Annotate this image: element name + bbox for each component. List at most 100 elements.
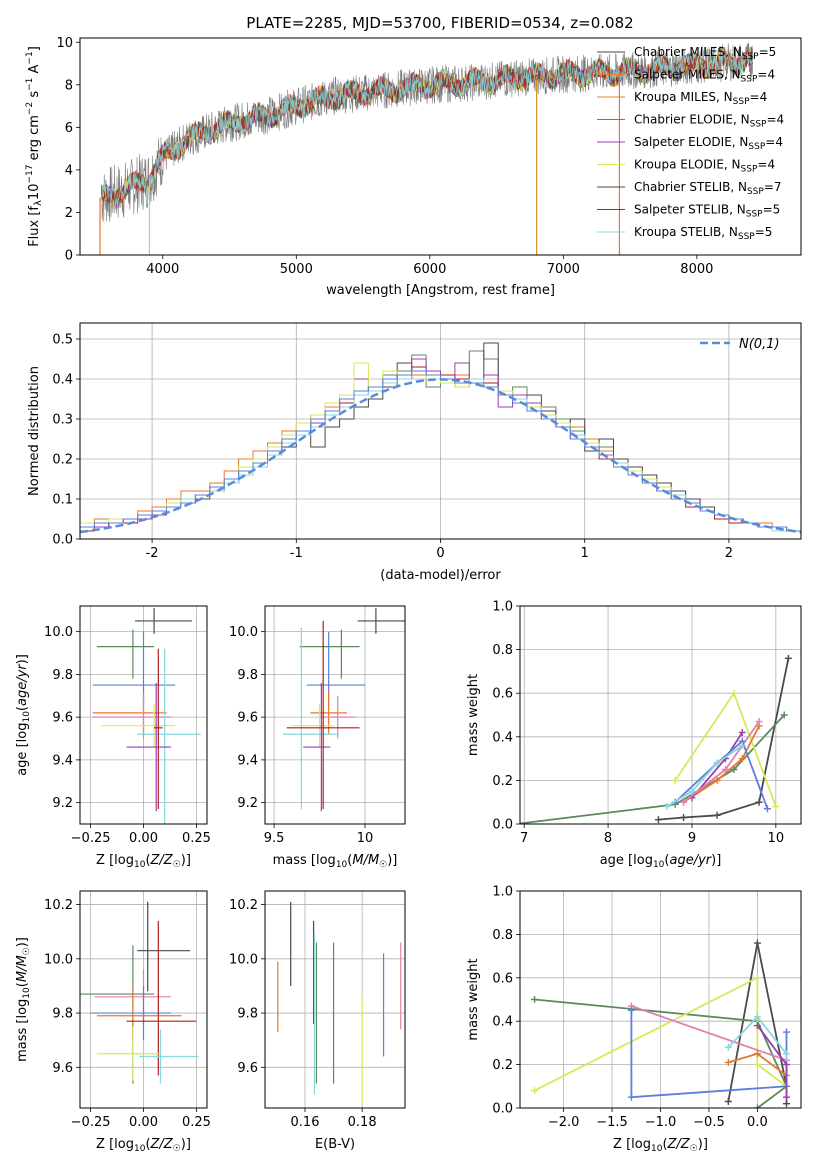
weight-marker bbox=[753, 939, 761, 947]
weight-line bbox=[666, 744, 743, 808]
legend-entry: Salpeter ELODIE, NSSP=4 bbox=[634, 135, 783, 152]
legend-sub: SSP bbox=[738, 232, 755, 242]
weight_vs_Z-xlabel: Z [log10(Z/Z☉)] bbox=[613, 1137, 708, 1154]
weight-marker bbox=[654, 816, 662, 824]
legend-val: =5 bbox=[759, 45, 777, 59]
weight_vs_age-axes: 7 8 9 10 0.0 0.2 0.4 0.6 0.8 1.0 bbox=[492, 600, 801, 846]
label-part: −17 bbox=[25, 165, 35, 184]
y-tick-label: 9.8 bbox=[52, 1007, 73, 1022]
x-tick-label: 0.16 bbox=[291, 1115, 320, 1130]
weight-line bbox=[674, 739, 769, 810]
label-part: Z/Z bbox=[150, 1137, 174, 1152]
weight-marker bbox=[680, 813, 688, 821]
weight-marker bbox=[738, 728, 746, 736]
gaussian-curve bbox=[80, 378, 801, 534]
y-tick-label: 4 bbox=[65, 163, 73, 178]
mass_vs_Z-ylabel: mass [log10(M/M☉)] bbox=[15, 937, 32, 1062]
weight_vs_age-ylabel: mass weight bbox=[466, 674, 481, 756]
label-part: −2 bbox=[25, 102, 35, 115]
y-tick-label: 9.4 bbox=[52, 753, 73, 768]
legend-entry: Salpeter STELIB, NSSP=5 bbox=[634, 203, 780, 220]
y-tick-label: 0.2 bbox=[52, 453, 73, 468]
mass_vs_EBV-points bbox=[277, 901, 402, 1106]
weight-marker bbox=[724, 1058, 732, 1066]
label-part: ( bbox=[15, 982, 30, 987]
y-tick-label: 0.8 bbox=[492, 928, 513, 943]
weight-marker bbox=[738, 755, 746, 763]
legend-label: Kroupa ELODIE, N bbox=[634, 158, 741, 172]
x-tick-label: −2.0 bbox=[548, 1115, 580, 1130]
label-part: )] bbox=[15, 937, 30, 947]
spectrum-data bbox=[101, 42, 753, 222]
legend-label: Chabrier MILES, N bbox=[634, 45, 742, 59]
spectrum-model-line bbox=[101, 48, 754, 208]
legend-sub: SSP bbox=[741, 75, 758, 85]
x-tick-label: 9 bbox=[688, 831, 696, 846]
label-part: s bbox=[27, 91, 42, 102]
x-tick-label: -2 bbox=[146, 546, 159, 561]
mass_vs_Z-axes: −0.25 0.00 0.25 9.6 9.8 10.0 10.2 bbox=[44, 891, 211, 1130]
weight-marker bbox=[772, 803, 780, 811]
y-tick-label: 0.4 bbox=[492, 1015, 513, 1030]
weight-marker bbox=[753, 1061, 761, 1069]
label-part: ☉ bbox=[173, 860, 181, 870]
label-part: Z/Z bbox=[150, 853, 174, 868]
x-tick-label: 8000 bbox=[680, 262, 713, 277]
age_vs_Z-ylabel: age [log10(age/yr)] bbox=[15, 654, 32, 776]
legend-entry: Chabrier ELODIE, NSSP=4 bbox=[634, 113, 784, 130]
legend-val: =4 bbox=[765, 135, 783, 149]
legend-entry: Kroupa ELODIE, NSSP=4 bbox=[634, 158, 775, 175]
weight-marker bbox=[782, 1061, 790, 1069]
label-part: 10 bbox=[651, 1144, 663, 1154]
legend-val: =4 bbox=[750, 90, 768, 104]
x-tick-label: 0.00 bbox=[129, 831, 158, 846]
age_vs_mass-points bbox=[283, 608, 405, 812]
weight-marker bbox=[782, 1028, 790, 1036]
label-part: A bbox=[27, 64, 42, 77]
weight-marker bbox=[784, 654, 792, 662]
y-tick-label: 9.6 bbox=[237, 1061, 258, 1076]
residuals-frame bbox=[79, 322, 802, 540]
age_vs_Z-points bbox=[92, 608, 201, 824]
age_vs_Z-axes: −0.25 0.00 0.25 9.2 9.4 9.6 9.8 10.0 bbox=[44, 606, 211, 846]
x-tick-label: 0.25 bbox=[182, 1115, 211, 1130]
y-tick-label: 0.4 bbox=[492, 730, 513, 745]
legend-val: =7 bbox=[764, 180, 782, 194]
x-tick-label: 0.0 bbox=[747, 1115, 768, 1130]
label-part: ( bbox=[145, 1137, 150, 1152]
y-tick-label: 1.0 bbox=[492, 885, 513, 900]
label-part: )] bbox=[15, 654, 30, 664]
legend-entry: Chabrier MILES, NSSP=5 bbox=[634, 45, 776, 62]
x-tick-label: 7 bbox=[520, 831, 528, 846]
weight_vs_Z-ylabel: mass weight bbox=[466, 958, 481, 1040]
legend-val: =4 bbox=[766, 113, 784, 127]
label-part: −1 bbox=[25, 78, 35, 91]
weight-marker bbox=[627, 1006, 635, 1014]
y-tick-label: 9.8 bbox=[237, 668, 258, 683]
label-part: age/yr bbox=[669, 853, 712, 868]
label-part: 10 bbox=[134, 860, 146, 870]
weight-line bbox=[534, 976, 788, 1092]
legend-sub: SSP bbox=[747, 187, 764, 197]
weight-line bbox=[683, 725, 760, 803]
y-tick-label: 9.6 bbox=[52, 711, 73, 726]
legend-label: Kroupa STELIB, N bbox=[634, 225, 738, 239]
x-tick-label: −1.5 bbox=[596, 1115, 628, 1130]
label-part: 10 bbox=[22, 711, 32, 723]
weight_vs_Z-axes: −2.0 −1.5 −1.0 −0.5 0.0 0.0 0.2 0.4 0.6 0.8 1.0 bbox=[492, 885, 801, 1130]
spectrum-xlabel: wavelength [Angstrom, rest frame] bbox=[326, 283, 555, 298]
y-tick-label: 0.3 bbox=[52, 413, 73, 428]
weight-marker bbox=[780, 711, 788, 719]
legend-entry: Kroupa STELIB, NSSP=5 bbox=[634, 225, 772, 242]
legend-sub: SSP bbox=[746, 210, 763, 220]
label-part: age [log bbox=[15, 723, 30, 776]
x-tick-label: 0.25 bbox=[182, 831, 211, 846]
legend-label: Salpeter ELODIE, N bbox=[634, 135, 748, 149]
legend-entry: Kroupa MILES, NSSP=4 bbox=[634, 90, 767, 107]
legend-val: =5 bbox=[763, 203, 781, 217]
weight-marker bbox=[680, 798, 688, 806]
x-tick-label: 10 bbox=[768, 831, 785, 846]
weight-marker bbox=[782, 1100, 790, 1108]
mass_vs_Z-xlabel: Z [log10(Z/Z☉)] bbox=[96, 1137, 191, 1154]
